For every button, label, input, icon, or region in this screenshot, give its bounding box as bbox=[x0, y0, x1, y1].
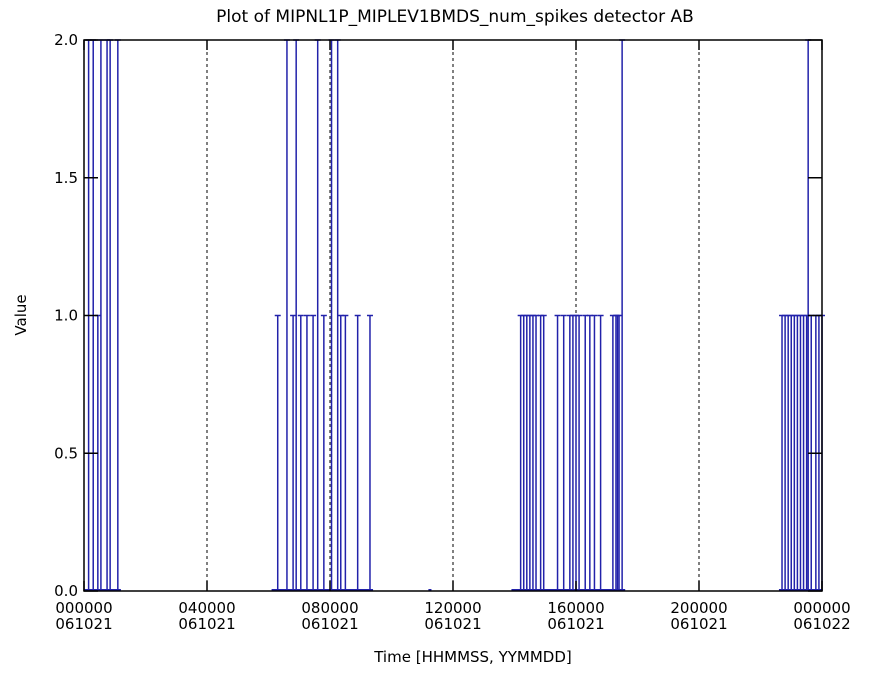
x-tick-time-label: 200000 bbox=[670, 599, 727, 617]
x-tick-time-label: 080000 bbox=[301, 599, 358, 617]
y-tick-label: 1.5 bbox=[54, 169, 78, 187]
x-tick-date-label: 061021 bbox=[55, 615, 112, 633]
x-tick-time-label: 120000 bbox=[424, 599, 481, 617]
x-tick-time-label: 040000 bbox=[178, 599, 235, 617]
x-tick-date-label: 061021 bbox=[301, 615, 358, 633]
y-tick-label: 2.0 bbox=[54, 31, 78, 49]
x-tick-date-label: 061021 bbox=[547, 615, 604, 633]
x-tick-time-label: 000000 bbox=[55, 599, 112, 617]
x-axis-label: Time [HHMMSS, YYMMDD] bbox=[373, 648, 572, 666]
axis-ticks: 0.00.51.01.52.00000000610210400000610210… bbox=[54, 31, 850, 633]
y-axis-label: Value bbox=[12, 294, 30, 335]
y-tick-label: 0.5 bbox=[54, 444, 78, 462]
x-tick-time-label: 160000 bbox=[547, 599, 604, 617]
x-tick-date-label: 061022 bbox=[793, 615, 850, 633]
y-tick-label: 0.0 bbox=[54, 582, 78, 600]
gridlines bbox=[206, 40, 700, 591]
y-tick-label: 1.0 bbox=[54, 307, 78, 325]
x-tick-time-label: 000000 bbox=[793, 599, 850, 617]
x-tick-date-label: 061021 bbox=[670, 615, 727, 633]
x-tick-date-label: 061021 bbox=[178, 615, 235, 633]
x-tick-date-label: 061021 bbox=[424, 615, 481, 633]
data-bars bbox=[84, 39, 825, 591]
chart-title: Plot of MIPNL1P_MIPLEV1BMDS_num_spikes d… bbox=[216, 7, 694, 27]
